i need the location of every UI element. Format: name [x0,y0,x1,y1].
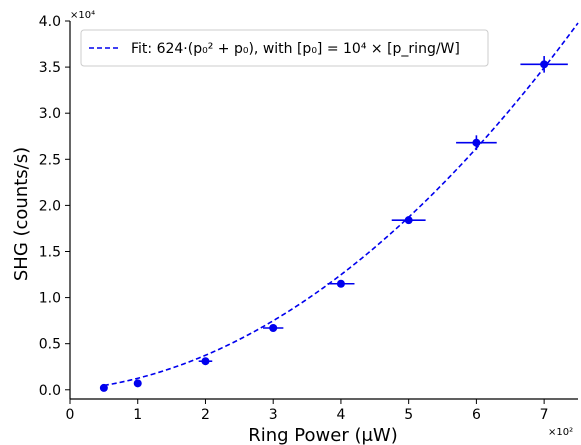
y-tick-label-1.5: 1.5 [39,244,61,260]
x-tick-label-4: 4 [336,407,345,423]
data-point-2 [133,379,142,388]
fit-curve [103,22,579,387]
data-marker-5 [336,279,345,288]
data-point-4 [263,324,284,333]
data-point-7 [456,135,497,151]
axes [69,21,578,400]
x-tick-label-2: 2 [201,407,210,423]
data-point-6 [391,216,426,225]
y-tick-label-1: 1.0 [39,291,61,307]
y-tick-label-2: 2.0 [39,198,61,214]
data-point-5 [327,279,355,288]
x-tick-label-0: 0 [66,407,75,423]
x-tick-label-1: 1 [133,407,142,423]
x-tick-label-6: 6 [472,407,481,423]
points-layer [99,56,568,392]
x-tick-label-5: 5 [404,407,413,423]
legend-frame [80,29,489,67]
ticks: 0 1 2 3 4 5 6 7 0.0 0.5 1.0 1.5 2.0 2.5 3.0 3.5 4.0 [39,14,549,423]
y-tick-label-0.5: 0.5 [39,337,61,353]
y-tick-label-2.5: 2.5 [39,152,61,168]
y-tick-label-3: 3.0 [39,106,61,122]
data-point-8 [520,56,568,73]
y-tick-label-3.5: 3.5 [39,60,61,76]
y-tick-label-0: 0.0 [39,383,61,399]
data-marker-2 [133,379,142,388]
y-tick-label-4: 4.0 [39,14,61,30]
data-marker-3 [201,357,210,366]
data-point-1 [99,383,108,392]
x-axis-multiplier: ×10² [548,427,573,438]
fit-layer [103,22,579,387]
y-axis-label: SHG (counts/s) [11,147,32,281]
legend-label: Fit: 624·(p₀² + p₀), with [p₀] = 10⁴ × [… [131,41,460,57]
x-tick-label-3: 3 [269,407,278,423]
data-marker-1 [99,383,108,392]
x-tick-label-7: 7 [540,407,549,423]
data-point-3 [198,357,213,366]
y-axis-multiplier: ×10⁴ [70,10,95,21]
data-marker-8 [540,60,549,69]
data-marker-7 [472,138,481,147]
data-marker-6 [404,216,413,225]
x-axis-label: Ring Power (μW) [248,425,398,445]
data-marker-4 [269,324,278,333]
legend: Fit: 624·(p₀² + p₀), with [p₀] = 10⁴ × [… [80,29,489,67]
